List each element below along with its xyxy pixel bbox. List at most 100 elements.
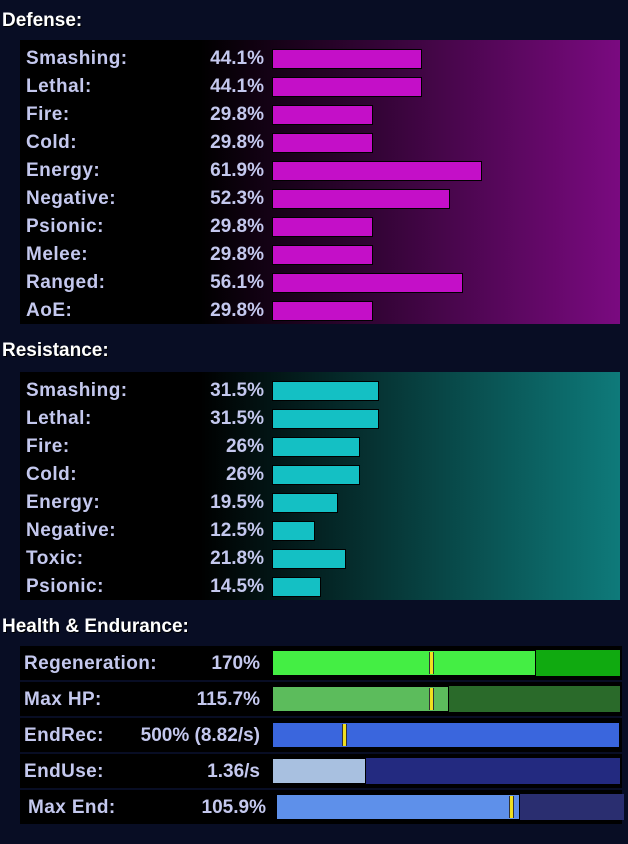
defense-row-bar	[272, 301, 373, 321]
defense-row-value: 61.9%	[210, 160, 264, 181]
resistance-row-bar	[272, 577, 321, 597]
defense-row-fire: Fire: 29.8%	[20, 100, 620, 128]
defense-row-lethal: Lethal: 44.1%	[20, 72, 620, 100]
resistance-row-fire: Fire: 26%	[20, 432, 620, 460]
defense-row-label: Energy:	[26, 160, 101, 181]
defense-row-energy: Energy: 61.9%	[20, 156, 620, 184]
resistance-row-value: 21.8%	[210, 548, 264, 569]
resistance-row-psionic: Psionic: 14.5%	[20, 572, 620, 600]
he-row-value: 170%	[211, 653, 260, 674]
he-row-label: Max End:	[28, 797, 116, 818]
resistance-row-bar	[272, 521, 315, 541]
health-endurance-title: Health & Endurance:	[2, 616, 189, 637]
he-row-fill	[272, 722, 620, 748]
defense-row-aoe: AoE: 29.8%	[20, 296, 620, 324]
he-row-label: Regeneration:	[24, 653, 157, 674]
he-row-max-end: Max End: 105.9%	[20, 790, 624, 824]
he-row-marker	[429, 652, 434, 674]
defense-row-label: Psionic:	[26, 216, 104, 237]
he-row-marker	[429, 688, 434, 710]
he-row-fill	[272, 686, 449, 712]
defense-row-bar	[272, 245, 373, 265]
resistance-row-bar	[272, 381, 379, 401]
resistance-row-label: Smashing:	[26, 380, 128, 401]
resistance-row-label: Toxic:	[26, 548, 84, 569]
defense-row-label: Smashing:	[26, 48, 128, 69]
defense-row-bar	[272, 49, 422, 69]
resistance-panel: Smashing: 31.5% Lethal: 31.5% Fire: 26% Cold: 2…	[20, 372, 620, 600]
he-row-fill	[272, 650, 536, 676]
resistance-row-label: Cold:	[26, 464, 78, 485]
defense-row-melee: Melee: 29.8%	[20, 240, 620, 268]
defense-row-label: Cold:	[26, 132, 78, 153]
resistance-row-label: Psionic:	[26, 576, 104, 597]
resistance-row-value: 19.5%	[210, 492, 264, 513]
he-row-value: 1.36/s	[207, 761, 260, 782]
defense-row-value: 29.8%	[210, 216, 264, 237]
defense-row-cold: Cold: 29.8%	[20, 128, 620, 156]
defense-row-negative: Negative: 52.3%	[20, 184, 620, 212]
resistance-row-value: 31.5%	[210, 380, 264, 401]
he-row-marker	[342, 724, 347, 746]
defense-panel: Smashing: 44.1% Lethal: 44.1% Fire: 29.8% Cold…	[20, 40, 620, 324]
defense-row-value: 29.8%	[210, 104, 264, 125]
he-row-endrec: EndRec: 500% (8.82/s)	[20, 718, 622, 752]
resistance-row-label: Energy:	[26, 492, 101, 513]
he-row-max-hp: Max HP: 115.7%	[20, 682, 622, 716]
he-row-value: 500% (8.82/s)	[140, 725, 260, 746]
he-row-regeneration: Regeneration: 170%	[20, 646, 622, 680]
he-row-label: Max HP:	[24, 689, 102, 710]
resistance-row-toxic: Toxic: 21.8%	[20, 544, 620, 572]
defense-row-value: 52.3%	[210, 188, 264, 209]
he-row-value: 115.7%	[196, 689, 260, 710]
defense-row-ranged: Ranged: 56.1%	[20, 268, 620, 296]
he-row-label: EndRec:	[24, 725, 104, 746]
resistance-row-value: 26%	[225, 464, 264, 485]
defense-row-label: Melee:	[26, 244, 89, 265]
resistance-row-negative: Negative: 12.5%	[20, 516, 620, 544]
he-row-marker	[509, 796, 514, 818]
defense-row-bar	[272, 105, 373, 125]
defense-row-label: AoE:	[26, 300, 73, 321]
defense-row-value: 44.1%	[210, 48, 264, 69]
resistance-row-cold: Cold: 26%	[20, 460, 620, 488]
defense-row-label: Ranged:	[26, 272, 106, 293]
resistance-row-value: 12.5%	[210, 520, 264, 541]
resistance-row-label: Lethal:	[26, 408, 92, 429]
resistance-row-bar	[272, 493, 338, 513]
defense-row-bar	[272, 273, 463, 293]
resistance-row-bar	[272, 549, 346, 569]
defense-row-label: Fire:	[26, 104, 70, 125]
he-row-fill	[272, 758, 366, 784]
defense-row-bar	[272, 133, 373, 153]
defense-row-bar	[272, 77, 422, 97]
defense-row-value: 56.1%	[210, 272, 264, 293]
resistance-row-bar	[272, 437, 360, 457]
resistance-row-label: Fire:	[26, 436, 70, 457]
resistance-row-smashing: Smashing: 31.5%	[20, 376, 620, 404]
defense-row-value: 29.8%	[210, 300, 264, 321]
defense-row-smashing: Smashing: 44.1%	[20, 44, 620, 72]
resistance-row-lethal: Lethal: 31.5%	[20, 404, 620, 432]
resistance-row-value: 14.5%	[210, 576, 264, 597]
defense-row-bar	[272, 161, 482, 181]
resistance-row-value: 26%	[225, 436, 264, 457]
resistance-row-value: 31.5%	[210, 408, 264, 429]
defense-title: Defense:	[2, 10, 83, 31]
resistance-title: Resistance:	[2, 340, 109, 361]
defense-row-psionic: Psionic: 29.8%	[20, 212, 620, 240]
he-row-label: EndUse:	[24, 761, 104, 782]
defense-row-value: 29.8%	[210, 132, 264, 153]
defense-row-label: Negative:	[26, 188, 117, 209]
defense-row-bar	[272, 189, 450, 209]
defense-row-value: 44.1%	[210, 76, 264, 97]
he-row-fill	[276, 794, 520, 820]
resistance-row-bar	[272, 465, 360, 485]
he-row-value: 105.9%	[201, 797, 266, 818]
defense-row-bar	[272, 217, 373, 237]
resistance-row-energy: Energy: 19.5%	[20, 488, 620, 516]
he-row-enduse: EndUse: 1.36/s	[20, 754, 622, 788]
resistance-row-label: Negative:	[26, 520, 117, 541]
resistance-row-bar	[272, 409, 379, 429]
defense-row-label: Lethal:	[26, 76, 92, 97]
